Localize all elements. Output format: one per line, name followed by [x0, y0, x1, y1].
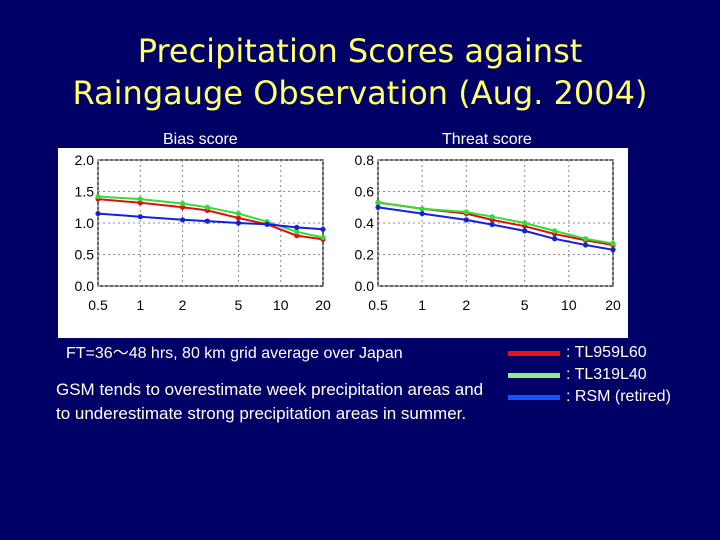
series-point	[294, 224, 300, 231]
series-point	[419, 210, 425, 217]
y-tick-label: 0.2	[355, 247, 375, 263]
series-point	[179, 217, 186, 223]
series-point	[463, 209, 469, 215]
series-point	[137, 196, 143, 202]
series-point	[204, 204, 210, 210]
y-tick-label: 2.0	[75, 152, 95, 168]
summary-text: GSM tends to overestimate week precipita…	[56, 380, 484, 423]
series-line	[97, 198, 324, 241]
x-tick-label: 10	[561, 297, 577, 313]
y-tick-label: 0.0	[75, 278, 95, 294]
x-tick-label: 2	[462, 297, 470, 313]
y-tick-label: 0.8	[355, 152, 375, 168]
x-tick-label: 20	[315, 297, 331, 313]
threat-score-chart: 0.0 0.2 0.4 0.6 0.8 0.5 1 2 5 10 20	[355, 152, 621, 313]
legend-label: : TL319L40	[566, 366, 647, 383]
bias-x-axis-label: Threshold [mm/12h]	[184, 318, 318, 335]
legend-label: : RSM (retired)	[566, 388, 671, 405]
y-tick-label: 0.4	[355, 215, 375, 231]
series-point	[610, 240, 616, 247]
y-tick-label: 1.5	[75, 184, 95, 200]
series-point	[463, 217, 469, 223]
series-point	[552, 236, 558, 242]
series-point	[375, 199, 381, 206]
series-point	[552, 228, 558, 234]
series-point	[179, 204, 186, 210]
series-point	[235, 220, 242, 226]
series-point	[137, 200, 143, 206]
x-tick-label: 0.5	[88, 297, 108, 313]
series-point	[294, 233, 300, 239]
y-tick-label: 0.6	[355, 184, 375, 200]
series-point	[320, 234, 326, 241]
x-tick-label: 1	[136, 297, 144, 313]
series-point	[95, 193, 101, 200]
y-tick-label: 1.0	[75, 215, 95, 231]
series-point	[137, 214, 143, 220]
series-point	[320, 226, 326, 232]
charts-panel: 0.00.51.01.52.00.5 1 2 5 10 20 0.00.20.40.60.…	[58, 148, 628, 338]
series-point	[294, 229, 300, 235]
series-point	[522, 228, 528, 234]
series-line	[97, 195, 324, 239]
plot-frame	[97, 159, 324, 287]
series-point	[522, 220, 528, 226]
x-tick-label: 0.5	[368, 297, 388, 313]
y-tick-label: 0.0	[355, 278, 375, 294]
legend-label: : TL959L60	[566, 344, 647, 361]
y-tick-label: 0.5	[75, 247, 95, 263]
series-line	[377, 201, 614, 245]
forecast-note: FT=36～48 hrs, 80 km grid average over Ja…	[66, 345, 403, 362]
series-line	[97, 212, 324, 231]
title-line-1: Precipitation Scores against	[137, 32, 583, 70]
series-point	[610, 247, 616, 253]
series-point	[419, 206, 425, 212]
x-tick-label: 20	[605, 297, 621, 313]
legend-swatch-red	[508, 351, 560, 356]
threat-x-axis-label: Threshold [mm/12h]	[468, 318, 602, 335]
x-tick-label: 5	[235, 297, 243, 313]
series-point	[489, 221, 495, 228]
series-point	[235, 210, 242, 217]
series-point	[204, 218, 210, 224]
series-point	[489, 214, 495, 220]
series-point	[179, 200, 186, 207]
bias-score-chart: 0.0 0.5 1.0 1.5 2.0 0.5 1 2 5 10 20	[75, 152, 331, 313]
bias-score-title: Bias score	[163, 131, 238, 148]
series-line	[377, 206, 614, 251]
series-point	[375, 204, 381, 210]
x-tick-label: 10	[273, 297, 289, 313]
legend-swatch-green	[508, 373, 560, 378]
x-tick-label: 2	[179, 297, 187, 313]
threat-score-title: Threat score	[442, 131, 532, 148]
series-point	[582, 236, 589, 242]
series-point	[235, 215, 242, 221]
x-tick-label: 1	[418, 297, 426, 313]
series-point	[95, 210, 101, 217]
title-line-2: Raingauge Observation (Aug. 2004)	[72, 74, 648, 112]
legend-swatch-blue	[508, 395, 560, 400]
x-tick-label: 5	[521, 297, 529, 313]
series-point	[264, 221, 270, 227]
slide-title: Precipitation Scores against Raingauge O…	[0, 30, 720, 114]
series-point	[582, 242, 589, 248]
